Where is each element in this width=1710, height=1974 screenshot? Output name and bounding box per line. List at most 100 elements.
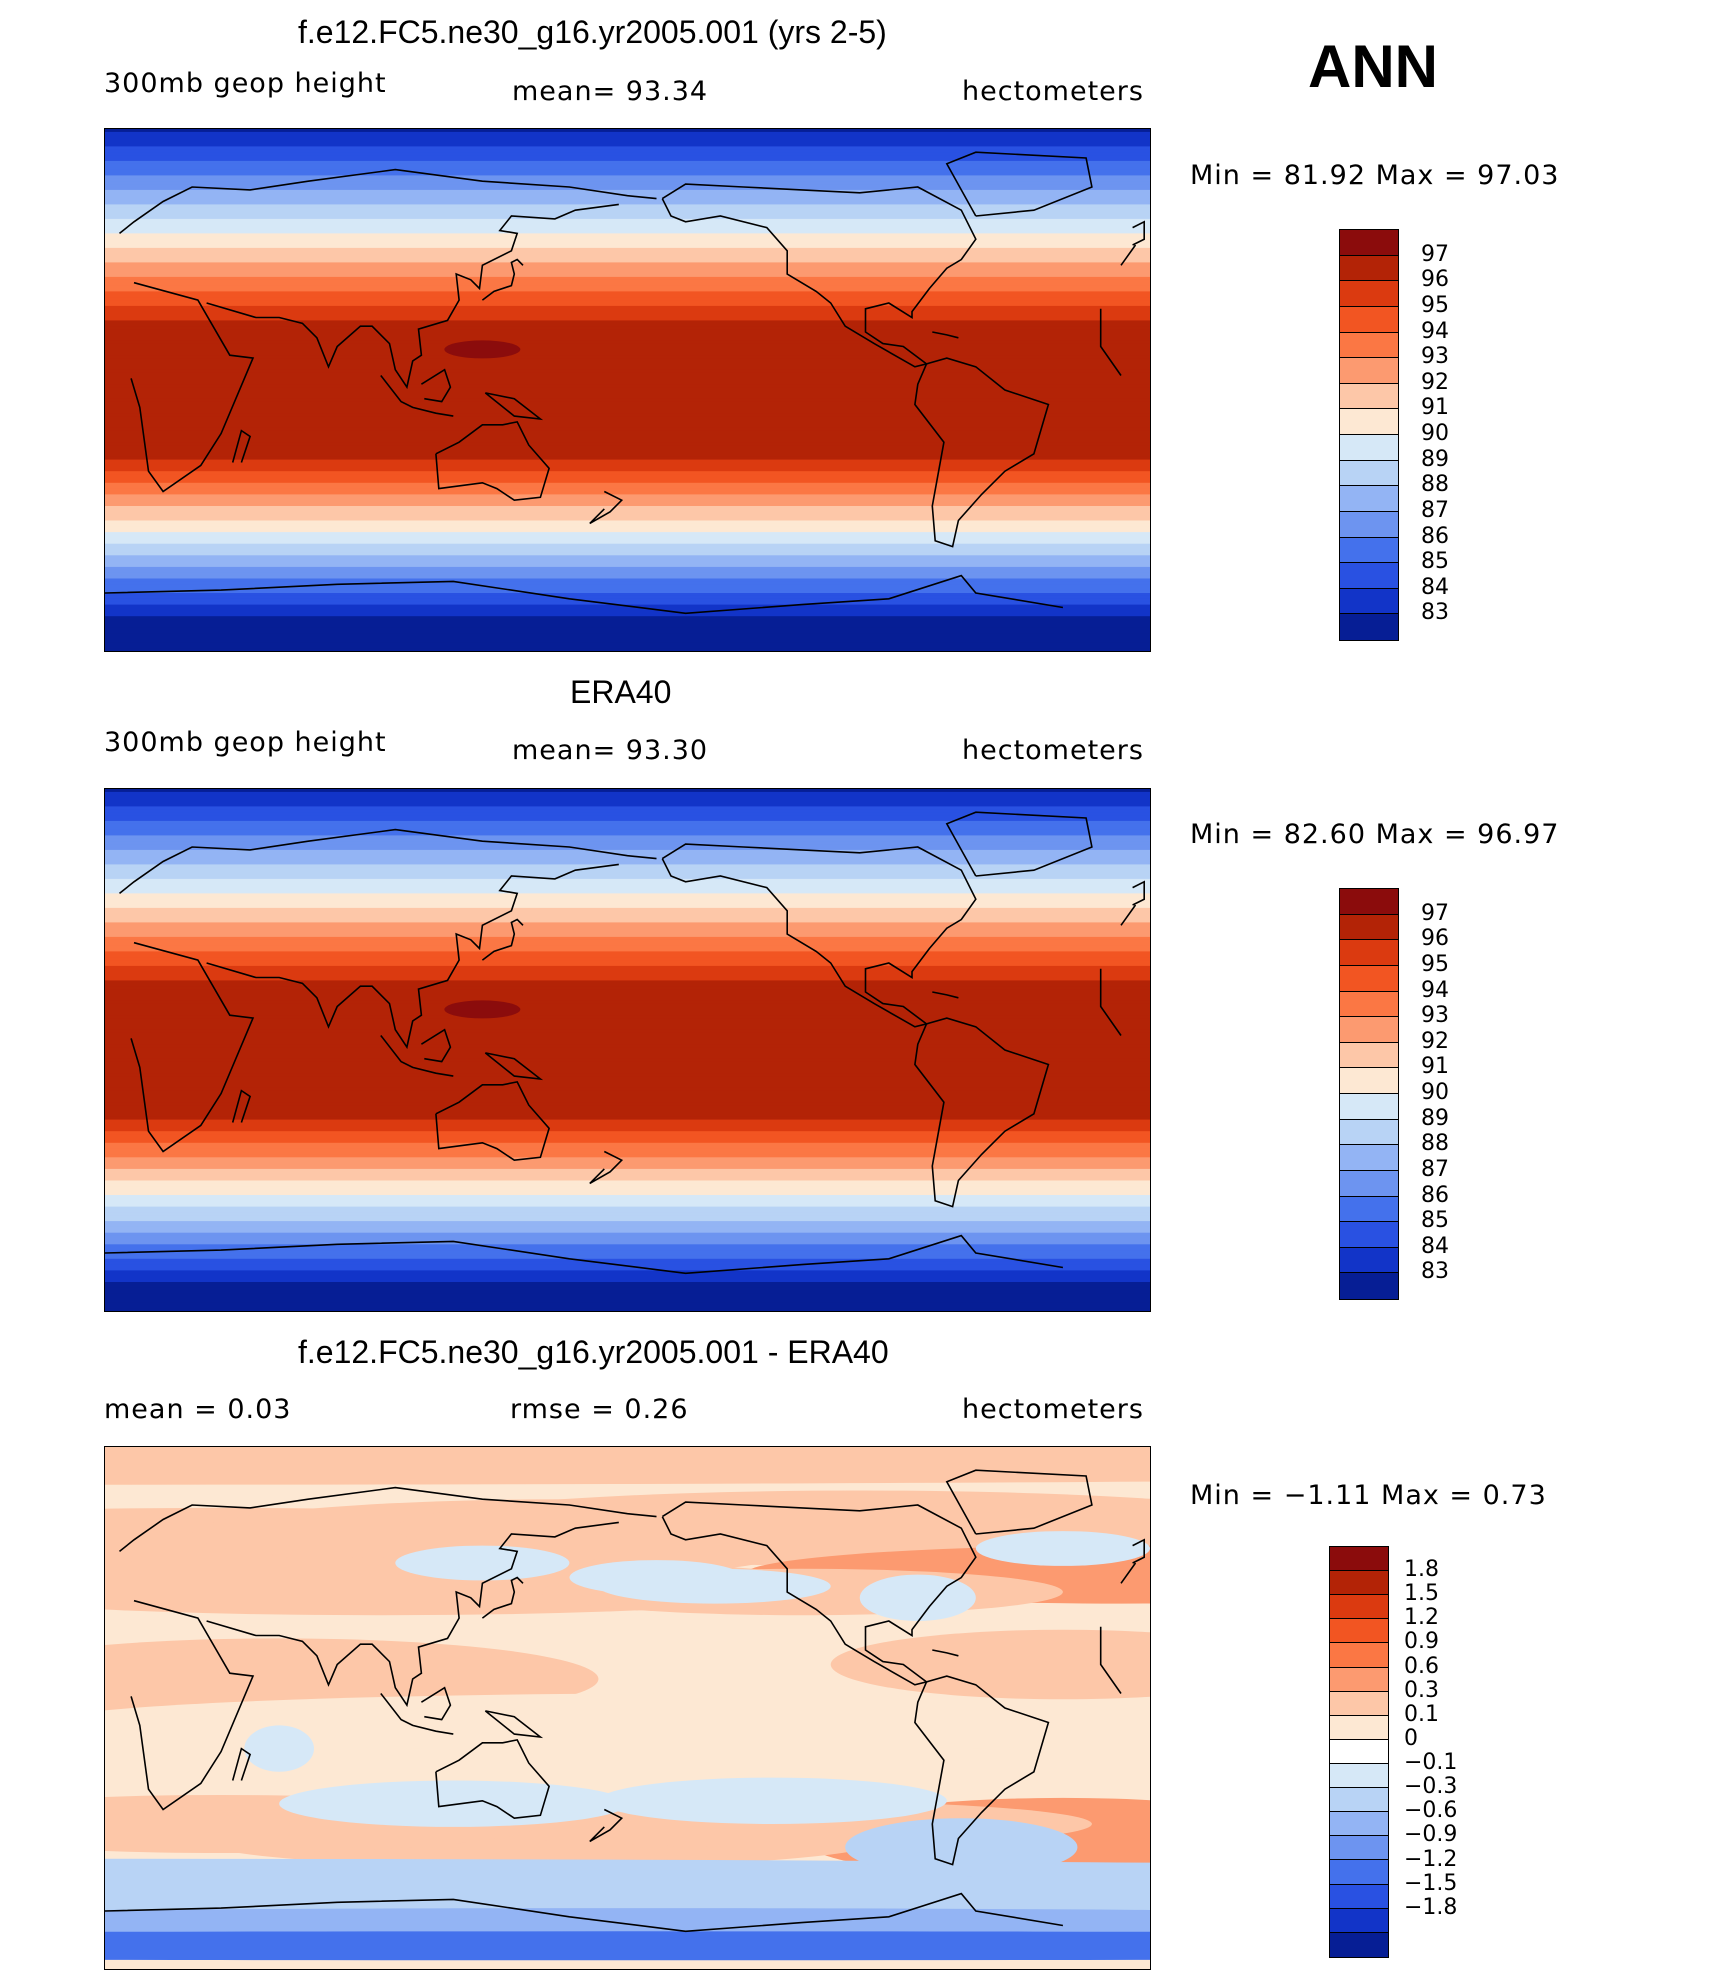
contour-band — [105, 910, 1150, 915]
colorbar-tick-label: 0.3 — [1404, 1677, 1439, 1703]
coastline — [589, 1808, 624, 1843]
map-svg — [105, 129, 1150, 651]
contour-band — [105, 268, 1150, 272]
colorbar-tick-label: 89 — [1421, 1105, 1449, 1131]
contour-band — [105, 158, 1150, 162]
contour-band — [105, 1308, 1150, 1311]
contour-band — [105, 506, 1150, 510]
colorbar-tick-label: 95 — [1421, 951, 1449, 977]
contour-region — [244, 1725, 314, 1772]
contour-band — [105, 427, 1150, 432]
colorbar-swatch — [1340, 255, 1398, 282]
contour-band — [105, 1102, 1150, 1106]
colorbar-swatch — [1330, 1643, 1388, 1668]
contour-band — [105, 1119, 1150, 1124]
colorbar-swatch — [1330, 1836, 1388, 1861]
contour-band — [105, 239, 1150, 243]
contour-band — [105, 363, 1150, 368]
coastline — [589, 490, 624, 525]
contour-band — [105, 442, 1150, 446]
coastline — [231, 429, 252, 463]
coastline — [932, 991, 959, 999]
contour-band — [105, 1195, 1150, 1199]
contour-max-region — [444, 340, 521, 359]
contour-band — [105, 1253, 1150, 1257]
colorbar-tick-label: 1.5 — [1404, 1581, 1439, 1607]
contour-band — [105, 797, 1150, 802]
contour-band — [105, 456, 1150, 461]
contour-band — [105, 1084, 1150, 1089]
contour-band — [105, 566, 1150, 571]
coastline — [1132, 1538, 1145, 1564]
contour-band — [105, 794, 1150, 799]
contour-band — [105, 465, 1150, 469]
contour-band — [105, 968, 1150, 973]
contour-region — [975, 1531, 1150, 1566]
contour-band — [105, 1096, 1150, 1100]
contour-band — [105, 928, 1150, 932]
coastline — [661, 183, 977, 368]
contour-band — [105, 1070, 1150, 1074]
contour-band — [105, 590, 1150, 594]
contour-band — [105, 1282, 1150, 1286]
panel3-mean-label: mean = 0.03 — [104, 1394, 292, 1425]
coastline — [945, 811, 1093, 877]
colorbar-swatch — [1340, 281, 1398, 307]
contour-band — [105, 855, 1150, 860]
contour-band — [105, 1247, 1150, 1251]
contour-band — [105, 410, 1150, 414]
contour-band — [105, 503, 1150, 507]
contour-band — [105, 488, 1150, 493]
contour-band — [105, 1192, 1150, 1196]
contour-band — [105, 300, 1150, 304]
contour-band — [105, 1064, 1150, 1068]
contour-band — [105, 992, 1150, 996]
contour-band — [105, 1018, 1150, 1022]
contour-band — [105, 1081, 1150, 1086]
contour-band — [105, 1038, 1150, 1042]
contour-band — [105, 320, 1150, 324]
coastline — [435, 420, 550, 502]
panel2-minmax: Min = 82.60 Max = 96.97 — [1190, 819, 1560, 850]
contour-band — [105, 1221, 1150, 1225]
coastline — [661, 843, 977, 1028]
coastline — [481, 1576, 524, 1619]
coastline — [945, 1469, 1093, 1535]
contour-band — [105, 291, 1150, 295]
contour-band — [105, 1183, 1150, 1187]
colorbar-swatch — [1330, 1860, 1388, 1885]
contour-band — [105, 1200, 1150, 1205]
contour-band — [105, 155, 1150, 159]
colorbar-swatch — [1340, 306, 1398, 333]
contour-band — [105, 873, 1150, 877]
contour-band — [105, 401, 1150, 406]
contour-region — [105, 1931, 1150, 1961]
contour-band — [105, 1287, 1150, 1292]
contour-band — [105, 852, 1150, 857]
contour-band — [105, 1099, 1150, 1103]
contour-band — [105, 175, 1150, 179]
colorbar-tick-label: 92 — [1421, 369, 1449, 395]
contour-band — [105, 207, 1150, 211]
contour-band — [105, 578, 1150, 582]
contour-max-region — [444, 1000, 521, 1019]
contour-band — [105, 954, 1150, 958]
colorbar-swatch — [1330, 1788, 1388, 1813]
contour-band — [105, 288, 1150, 292]
colorbar-tick-label: 87 — [1421, 1156, 1449, 1182]
contour-band — [105, 253, 1150, 258]
contour-band — [105, 1058, 1150, 1063]
contour-band — [105, 308, 1150, 313]
contour-band — [105, 1142, 1150, 1147]
colorbar-swatch — [1330, 1619, 1388, 1644]
contour-band — [105, 893, 1150, 897]
contour-band — [105, 1000, 1150, 1005]
contour-band — [105, 913, 1150, 918]
colorbar-swatch — [1340, 1196, 1398, 1223]
contour-band — [105, 849, 1150, 854]
colorbar-tick-label: 96 — [1421, 926, 1449, 952]
contour-band — [105, 1293, 1150, 1298]
contour-band — [105, 884, 1150, 889]
colorbar-swatch — [1330, 1571, 1388, 1596]
contour-band — [105, 204, 1150, 208]
